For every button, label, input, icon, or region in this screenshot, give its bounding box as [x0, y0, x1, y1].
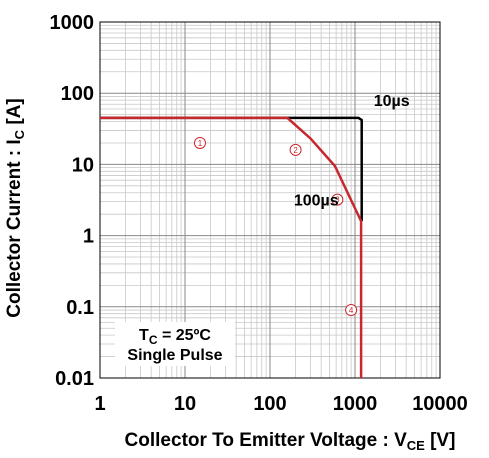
condition-temperature: TC = 25ºC — [139, 327, 211, 347]
y-tick-label: 1 — [83, 226, 94, 248]
x-tick-label: 1 — [94, 393, 105, 415]
x-tick-label: 100 — [253, 393, 286, 415]
x-tick-labels: 1 10 100 1000 10000 — [94, 393, 467, 415]
y-tick-labels: 1000 100 10 1 0.1 0.01 — [50, 12, 95, 390]
x-tick-label: 1000 — [333, 393, 378, 415]
region-marker-number: 4 — [349, 306, 354, 315]
condition-single-pulse: Single Pulse — [127, 347, 222, 364]
annotation-label: 100µs — [294, 193, 339, 210]
region-marker-number: 3 — [335, 196, 340, 205]
region-marker-circle — [289, 143, 302, 156]
y-tick-label: 10 — [72, 154, 94, 176]
y-tick-label: 0.1 — [66, 297, 94, 319]
region-marker-circle — [331, 193, 344, 206]
series-lines — [100, 116, 363, 378]
x-axis-label: Collector To Emitter Voltage : VCE [V] — [125, 430, 456, 453]
region-marker-circle — [345, 304, 358, 317]
y-tick-label: 1000 — [50, 12, 95, 34]
region-marker-number: 1 — [198, 139, 203, 148]
x-tick-label: 10 — [174, 393, 196, 415]
condition-box-background — [115, 322, 235, 366]
y-axis-label: Collector Current : IC [A] — [4, 98, 27, 317]
y-tick-label: 100 — [61, 83, 94, 105]
x-tick-label: 10000 — [412, 393, 468, 415]
region-marker-circle — [193, 136, 206, 149]
grid-minor-lines — [100, 22, 440, 378]
series-line-100us — [100, 116, 363, 378]
plot-frame — [99, 21, 441, 379]
region-marker-number: 2 — [293, 146, 298, 155]
y-tick-label: 0.01 — [55, 368, 94, 390]
annotation-label: 10µs — [374, 93, 410, 110]
region-markers: 1 2 3 4 — [193, 136, 358, 317]
annotations: 10µs 100µs — [294, 93, 410, 210]
